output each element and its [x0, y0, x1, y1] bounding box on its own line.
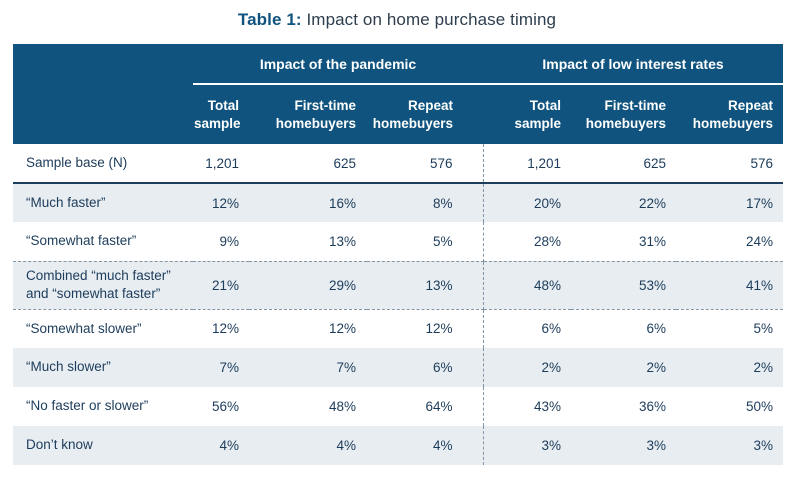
- cell-value: 2%: [483, 348, 572, 387]
- cell-value: 13%: [249, 222, 367, 262]
- cell-value: 6%: [646, 321, 667, 337]
- cell-value: 3%: [571, 426, 677, 465]
- cell-value: 12%: [211, 321, 239, 337]
- row-label: “Much slower”: [13, 348, 193, 387]
- group-header-row: Impact of the pandemic Impact of low int…: [13, 44, 784, 144]
- cell-value: 17%: [676, 183, 784, 222]
- cell-value: 12%: [328, 321, 356, 337]
- cell-value: 36%: [638, 399, 667, 414]
- table-row-combined-faster: Combined “much faster” and “somewhat fas…: [13, 261, 784, 310]
- table-row-dont-know: Don’t know 4% 4% 4% 3% 3% 3%: [13, 426, 784, 465]
- row-label: “Somewhat slower”: [26, 320, 142, 336]
- row-label: “Somewhat faster”: [13, 222, 193, 262]
- table-header: Impact of the pandemic Impact of low int…: [13, 44, 784, 144]
- cell-value: 48%: [328, 399, 356, 414]
- row-label: Don’t know: [13, 426, 193, 465]
- cell-value: 21%: [193, 261, 249, 310]
- cell-value: 50%: [745, 399, 774, 414]
- data-table: Impact of the pandemic Impact of low int…: [13, 44, 784, 465]
- cell-value: 53%: [571, 261, 677, 310]
- cell-value: 576: [367, 144, 484, 184]
- cell-value: 12%: [367, 309, 484, 348]
- cell-value: 43%: [533, 399, 562, 414]
- table-row-no-faster-or-slower: “No faster or slower” 56% 48% 64% 43% 36…: [13, 387, 783, 426]
- cell-value: 16%: [249, 183, 367, 222]
- cell-value: 625: [571, 144, 677, 184]
- group-header-pandemic: Impact of the pandemic: [193, 44, 484, 85]
- cell-value: 1,201: [193, 144, 249, 184]
- column-header-repeat-1: Repeat homebuyers: [367, 84, 484, 144]
- cell-value: 8%: [367, 183, 484, 222]
- cell-value: 20%: [483, 183, 572, 222]
- table-body: Sample base (N) 1,201 625 576 1,201 625 …: [13, 144, 784, 465]
- cell-value: 1,201: [483, 144, 572, 184]
- cell-value: 31%: [571, 222, 677, 262]
- table-row-sample-base: Sample base (N) 1,201 625 576 1,201 625 …: [13, 144, 784, 184]
- cell-value: 12%: [193, 183, 249, 222]
- column-header-row: Total sample First-time homebuyers Repea…: [13, 84, 784, 144]
- cell-value: 7%: [249, 348, 367, 387]
- cell-value: 2%: [571, 348, 677, 387]
- cell-value: 4%: [249, 426, 367, 465]
- cell-value: 3%: [676, 426, 784, 465]
- cell-value: 576: [676, 144, 784, 184]
- table-title-prefix: Table 1:: [237, 10, 302, 29]
- cell-value: 56%: [211, 399, 239, 414]
- cell-value: 28%: [483, 222, 572, 262]
- cell-value: 41%: [676, 261, 784, 310]
- table-row-much-faster: “Much faster” 12% 16% 8% 20% 22% 17%: [13, 183, 784, 222]
- cell-value: 5%: [367, 222, 484, 262]
- table-row-somewhat-faster: “Somewhat faster” 9% 13% 5% 28% 31% 24%: [13, 222, 784, 262]
- header-corner-cell: [13, 44, 193, 144]
- cell-value: 6%: [541, 321, 562, 337]
- cell-value: 29%: [249, 261, 367, 310]
- cell-value: 2%: [676, 348, 784, 387]
- table-row-much-slower: “Much slower” 7% 7% 6% 2% 2% 2%: [13, 348, 784, 387]
- table-title-text: Impact on home purchase timing: [301, 10, 557, 29]
- cell-value: 22%: [571, 183, 677, 222]
- column-header-total-sample-1: Total sample: [193, 84, 249, 144]
- cell-value: 7%: [193, 348, 249, 387]
- row-label: “Much faster”: [13, 183, 193, 222]
- row-label: Combined “much faster” and “somewhat fas…: [13, 261, 193, 310]
- row-label: “No faster or slower”: [26, 398, 149, 414]
- cell-value: 5%: [753, 321, 774, 337]
- cell-value: 4%: [193, 426, 249, 465]
- column-header-first-time-2: First-time homebuyers: [571, 84, 677, 144]
- group-header-low-rates: Impact of low interest rates: [483, 44, 784, 85]
- row-label: Sample base (N): [13, 144, 193, 184]
- column-header-total-sample-2: Total sample: [483, 84, 572, 144]
- cell-value: 6%: [367, 348, 484, 387]
- cell-value: 3%: [483, 426, 572, 465]
- cell-value: 4%: [367, 426, 484, 465]
- column-header-repeat-2: Repeat homebuyers: [676, 84, 784, 144]
- cell-value: 9%: [193, 222, 249, 262]
- cell-value: 24%: [676, 222, 784, 262]
- cell-value: 64%: [367, 387, 484, 426]
- cell-value: 625: [249, 144, 367, 184]
- table-row-somewhat-slower: “Somewhat slower” 12% 12% 12% 6% 6% 5%: [13, 309, 783, 348]
- cell-value: 48%: [483, 261, 572, 310]
- column-header-first-time-1: First-time homebuyers: [249, 84, 367, 144]
- table-title: Table 1: Impact on home purchase timing: [0, 0, 794, 31]
- cell-value: 13%: [367, 261, 484, 310]
